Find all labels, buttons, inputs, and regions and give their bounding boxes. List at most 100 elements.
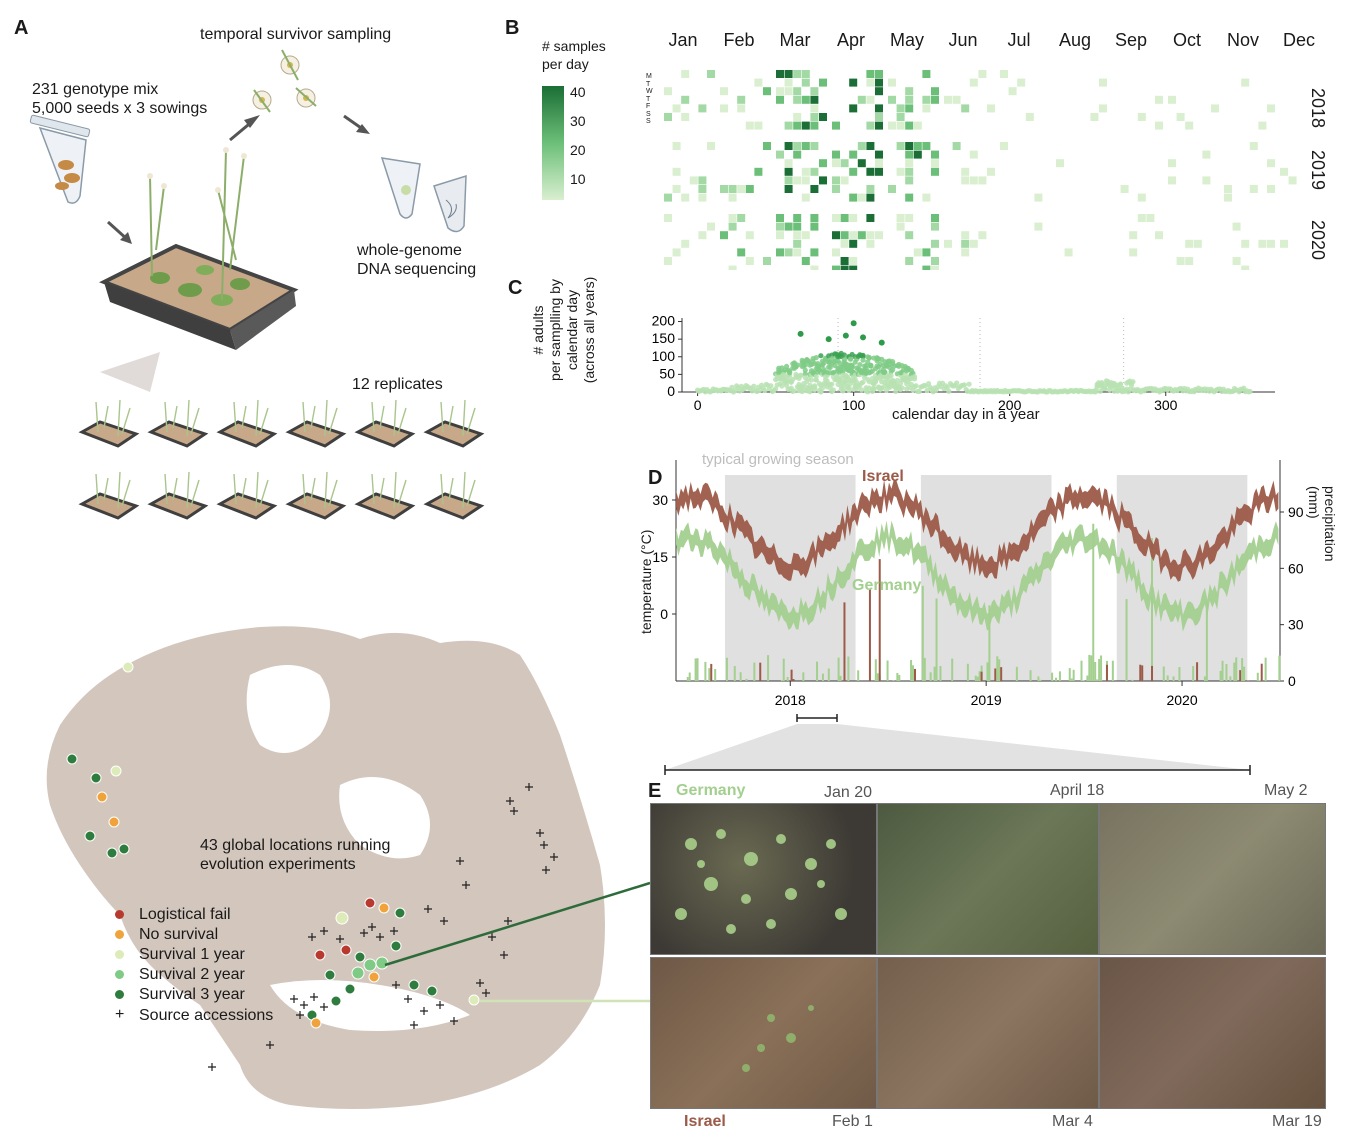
replicate-tray-icon	[354, 471, 416, 520]
heatmap-cell	[1267, 239, 1275, 248]
x-tick-label: 100	[842, 397, 866, 413]
legend-item-logistical-fail: Logistical fail	[115, 904, 273, 924]
heatmap-cell	[849, 193, 858, 202]
heatmap-cell	[737, 214, 746, 222]
heatmap-cell	[969, 78, 978, 87]
heatmap-cell	[896, 113, 905, 121]
heatmap-cell	[1249, 142, 1258, 150]
heatmap-cell	[905, 257, 914, 265]
year-tick-label: 2020	[1166, 692, 1197, 708]
heatmap-cell	[1280, 239, 1288, 248]
heatmap-cell	[931, 95, 939, 104]
heatmap-cell	[1241, 78, 1250, 87]
heatmap-cell	[784, 248, 793, 257]
heatmap-cell	[922, 95, 931, 104]
heatmap-cell	[784, 78, 793, 87]
photo-germany-may	[1099, 803, 1326, 955]
scatter-point	[857, 362, 863, 368]
heatmap-cell	[810, 222, 819, 231]
heatmap-cell	[672, 104, 681, 113]
heatmap-cell	[801, 121, 810, 130]
globe-map	[46, 626, 651, 1109]
heatmap-cell	[840, 257, 849, 265]
heatmap-cell	[793, 87, 802, 96]
panel-a-letter: A	[14, 17, 29, 39]
heatmap-cell	[832, 185, 840, 193]
legend-label: Survival 3 year	[139, 985, 245, 1003]
heatmap-cell	[905, 167, 914, 176]
heatmap-cell	[793, 231, 802, 240]
scatter-point	[966, 381, 972, 387]
map-legend: Logistical fail No survival Survival 1 y…	[115, 904, 273, 1026]
heatmap-cell	[840, 176, 849, 185]
heatmap-cell	[922, 265, 931, 270]
heatmap-cell	[840, 231, 849, 240]
scatter-point	[871, 386, 877, 392]
heatmap-cell	[875, 87, 883, 96]
heatmap-cell	[1137, 113, 1146, 121]
heatmap-cell	[793, 176, 802, 185]
heatmap-cell	[784, 142, 793, 150]
heatmap-cell	[961, 231, 970, 240]
ylabel-line: # adults	[530, 305, 546, 355]
heatmap-cell	[698, 193, 707, 202]
replicate-tray-icon	[423, 471, 485, 520]
sample-tube-icon	[380, 157, 467, 233]
land-mass	[46, 626, 605, 1109]
heatmap-cell	[913, 150, 922, 159]
heatmap-cell	[1155, 231, 1163, 240]
precipitation-tick-label: 60	[1288, 560, 1304, 576]
scatter-point	[842, 332, 849, 339]
month-header: Jan Feb Mar Apr May Jun Jul Aug Sep Oct …	[643, 30, 1333, 54]
heatmap-cell	[866, 121, 875, 130]
heatmap-cell	[896, 167, 905, 176]
photo-germany-apr	[877, 803, 1099, 955]
heatmap-cell	[698, 104, 707, 113]
heatmap-cell	[745, 257, 754, 265]
panel-b-letter: B	[505, 17, 520, 39]
heatmap-cell	[905, 121, 914, 130]
heatmap-cell	[922, 248, 931, 257]
heatmap-cell	[832, 231, 840, 240]
panel-d-letter: D	[648, 467, 663, 489]
scatter-point	[866, 355, 872, 361]
heatmap-cell	[810, 248, 819, 257]
legend-item-no-survival: No survival	[115, 924, 273, 944]
legend-dot-icon	[115, 929, 124, 939]
heatmap-cell	[978, 176, 987, 185]
heatmap-cell	[720, 104, 728, 113]
heatmap-cell	[810, 113, 819, 121]
heatmap-cell	[1241, 265, 1250, 270]
heatmap-cell	[793, 248, 802, 257]
mix-line-1: 231 genotype mix	[32, 81, 159, 98]
heatmap-cell	[849, 104, 858, 113]
scatter-point	[808, 377, 815, 383]
heatmap-cell	[857, 142, 866, 150]
scatter-point	[849, 363, 855, 369]
scatter-point	[865, 389, 871, 395]
heatmap-cell	[793, 150, 802, 159]
weekday-label: M	[646, 73, 652, 80]
heatmap-cell	[875, 104, 883, 113]
y-tick-label: 200	[652, 313, 676, 329]
heatmap-cell	[707, 70, 715, 78]
heatmap-cell	[905, 193, 914, 202]
heatmap-cell	[1258, 121, 1267, 130]
heatmap-cell	[810, 104, 819, 113]
heatmap-cell	[776, 231, 784, 240]
scatter-point	[802, 362, 808, 368]
heatmap-cell	[801, 167, 810, 176]
seed-tube-icon	[29, 114, 91, 204]
heatmap-cell	[888, 78, 896, 87]
heatmap-cell	[875, 121, 883, 130]
month-label: Feb	[723, 30, 755, 50]
heatmap-cell	[922, 142, 931, 150]
heatmap-cell	[1267, 159, 1275, 168]
heatmap-cell	[754, 78, 763, 87]
heatmap-cell	[888, 95, 896, 104]
heatmap-cell	[754, 121, 763, 130]
heatmap-cell	[896, 222, 905, 231]
germany-series-label: Germany	[852, 577, 922, 594]
heatmap-cell	[793, 121, 802, 130]
scatter-point	[813, 377, 819, 383]
